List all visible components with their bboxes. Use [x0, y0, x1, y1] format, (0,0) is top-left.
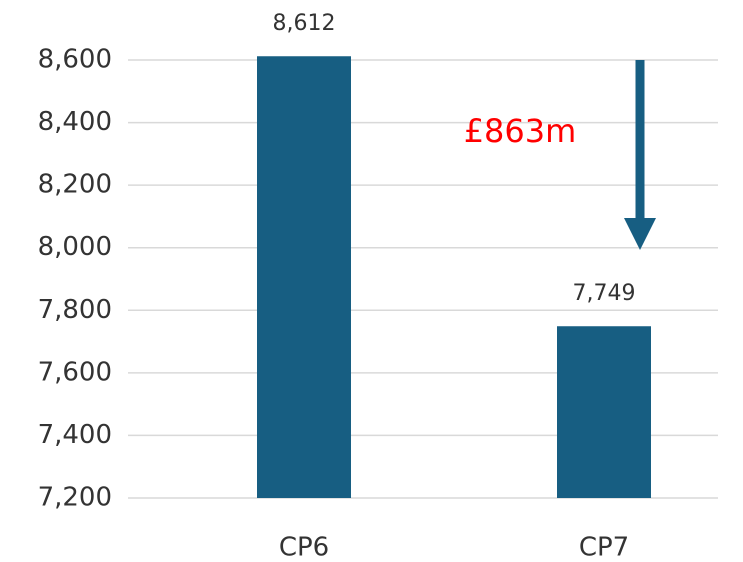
bar — [257, 56, 351, 498]
y-tick-label: 8,600 — [38, 45, 112, 75]
y-tick-label: 8,000 — [38, 232, 112, 262]
value-label: 8,612 — [273, 11, 336, 36]
arrow-head — [624, 218, 656, 250]
bar — [557, 326, 651, 498]
y-tick-label: 7,200 — [38, 483, 112, 513]
x-tick-label: CP6 — [279, 533, 329, 562]
y-tick-label: 7,400 — [38, 420, 112, 450]
y-tick-label: 7,800 — [38, 295, 112, 325]
y-tick-label: 7,600 — [38, 357, 112, 387]
x-tick-label: CP7 — [579, 533, 629, 562]
y-tick-label: 8,400 — [38, 107, 112, 137]
value-label: 7,749 — [573, 281, 636, 306]
y-tick-label: 8,200 — [38, 170, 112, 200]
annotation: £863m — [464, 112, 577, 150]
